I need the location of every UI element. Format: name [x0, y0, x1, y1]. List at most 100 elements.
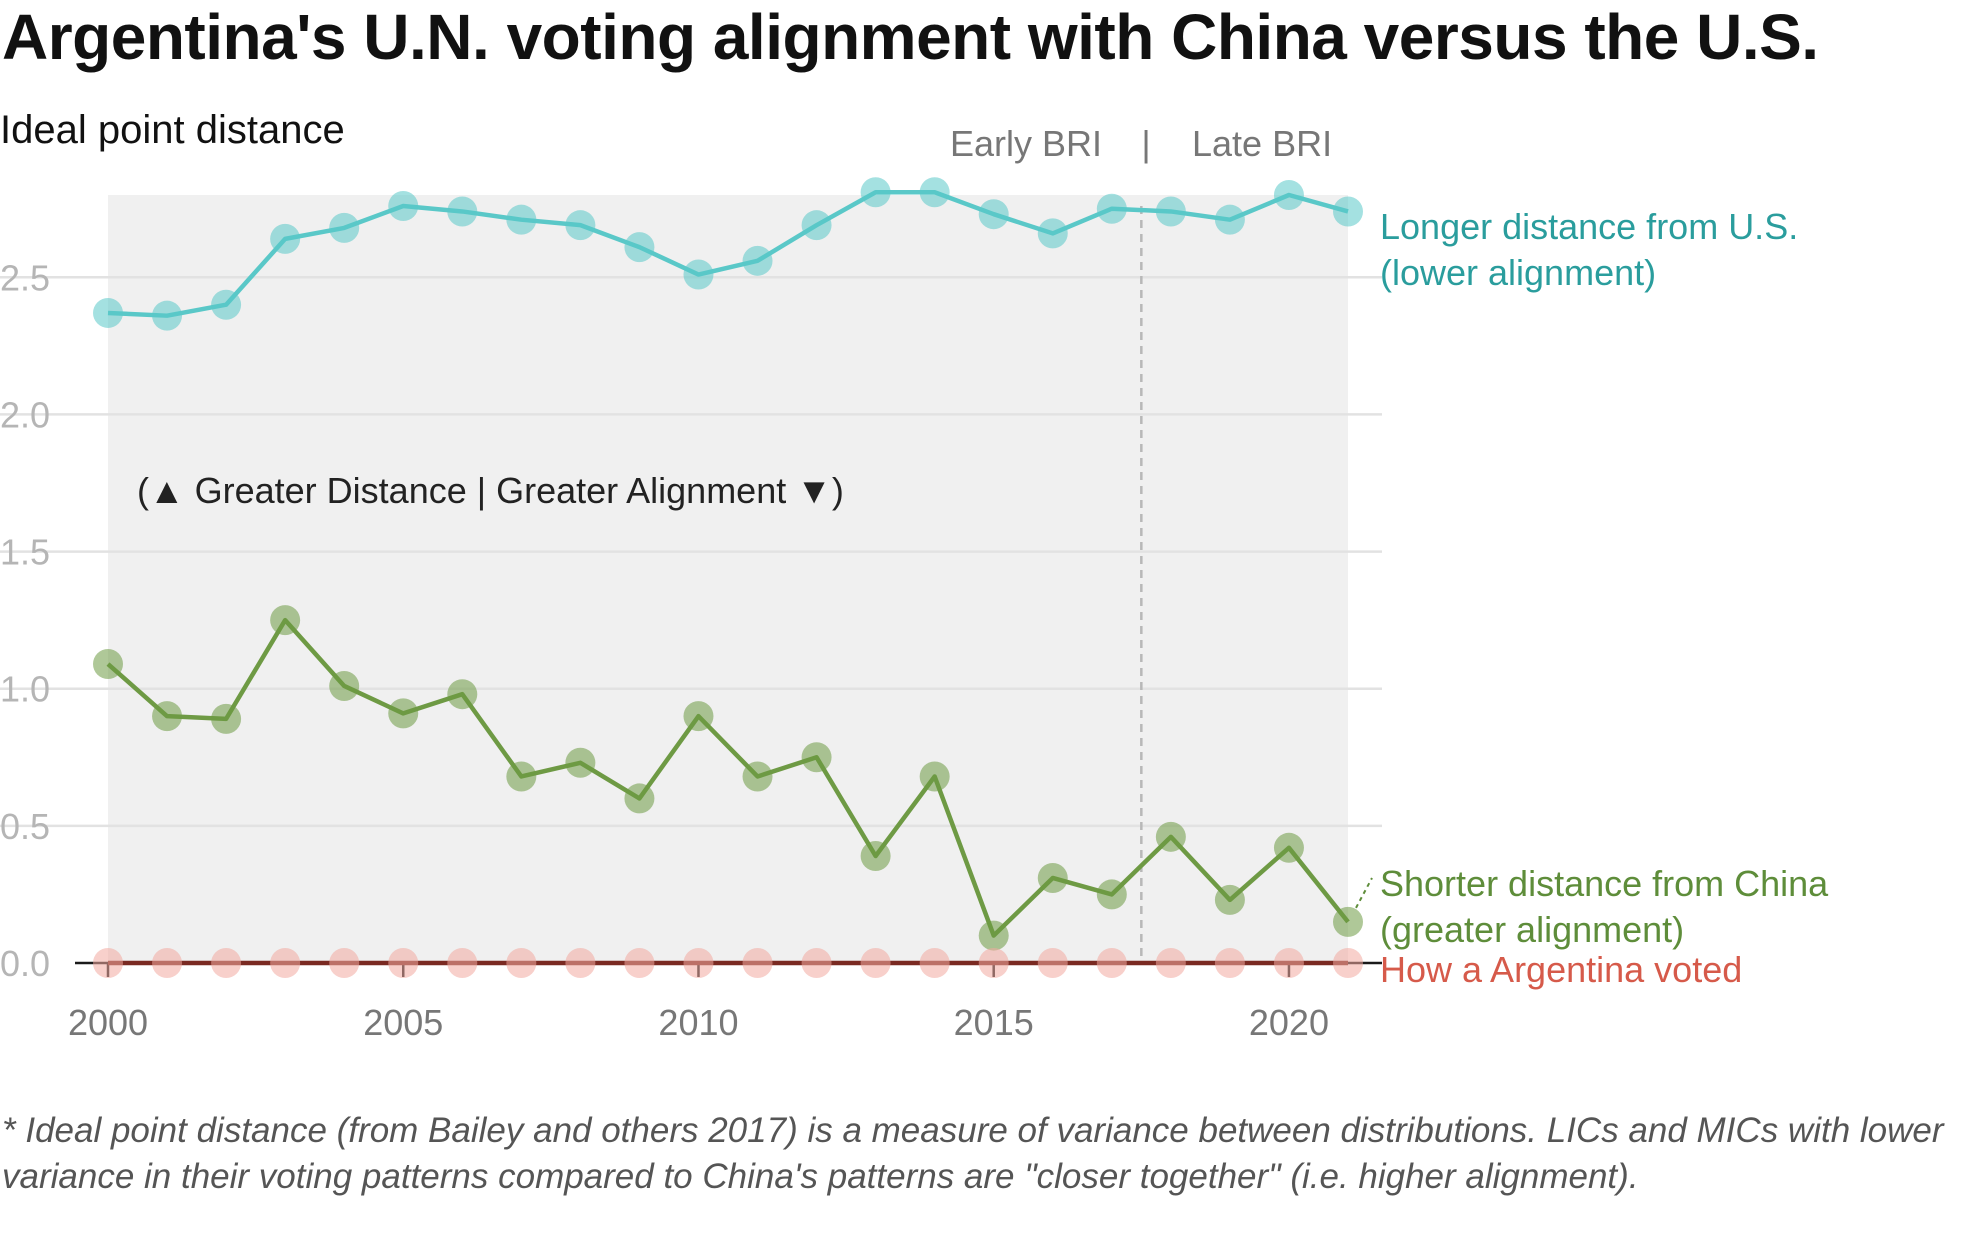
data-point-self [978, 948, 1009, 978]
data-point-self [1037, 948, 1068, 978]
data-point-self [1333, 948, 1363, 978]
data-point-self [152, 948, 183, 978]
data-point-self [1214, 948, 1245, 978]
series-line-china [106, 617, 1350, 938]
data-point-us [1037, 218, 1068, 249]
data-point-china [801, 742, 832, 773]
data-point-self [270, 948, 301, 978]
y-tick-label: 1.0 [0, 669, 50, 710]
data-point-us [329, 212, 360, 243]
series-label-china: Shorter distance from China [1380, 863, 1829, 904]
data-point-self [93, 948, 123, 978]
data-point-us [742, 245, 773, 276]
series-line-us [107, 190, 1349, 318]
series-label-us: Longer distance from U.S. [1380, 206, 1798, 247]
period-label-early: Early BRI [950, 123, 1102, 164]
data-point-us [565, 210, 596, 241]
line-chart: 0.00.51.01.52.02.5 2000 2005 2010 2015 2020 … [0, 108, 1829, 1043]
data-point-us [1333, 196, 1363, 227]
data-point-china [270, 605, 301, 636]
data-point-self [388, 948, 419, 978]
data-point-us [624, 232, 655, 263]
data-point-self [447, 948, 478, 978]
data-point-self [624, 948, 655, 978]
data-point-china [860, 841, 891, 872]
x-tick-label: 2015 [954, 1002, 1034, 1043]
x-tick-label: 2000 [68, 1002, 148, 1043]
data-point-us [270, 223, 301, 254]
data-point-china [624, 783, 655, 814]
data-point-china [447, 679, 478, 710]
data-point-us [388, 190, 419, 221]
data-point-us [978, 199, 1009, 230]
data-point-us [152, 300, 183, 331]
data-point-china [1273, 832, 1304, 863]
y-axis-label: Ideal point distance [0, 108, 345, 152]
data-point-self [329, 948, 360, 978]
series-label-china: (greater alignment) [1380, 909, 1684, 950]
data-point-self [801, 948, 832, 978]
period-label-late: Late BRI [1192, 123, 1332, 164]
data-point-china [742, 761, 773, 792]
data-point-china [1037, 862, 1068, 893]
china-label-connector [1355, 877, 1373, 909]
data-point-self [211, 948, 242, 978]
x-tick-label: 2020 [1249, 1002, 1329, 1043]
data-point-self [919, 948, 950, 978]
data-point-china [152, 701, 183, 732]
data-point-us [1214, 204, 1245, 235]
data-point-self [565, 948, 596, 978]
data-point-china [506, 761, 537, 792]
data-point-us [860, 177, 891, 208]
period-label-separator: | [1141, 123, 1150, 164]
series-layer [93, 177, 1363, 978]
data-point-china [1333, 906, 1363, 937]
data-point-us [801, 210, 832, 241]
series-self [93, 948, 1363, 978]
footnote: * Ideal point distance (from Bailey and … [2, 1111, 1944, 1196]
y-axis-ticks: 0.0 0.5 1.0 1.5 2.0 2.5 [0, 257, 50, 984]
data-point-china [683, 701, 714, 732]
series-label-self: How a Argentina voted [1380, 949, 1742, 990]
series-us [93, 177, 1363, 331]
data-point-china [329, 670, 360, 701]
data-point-china [211, 703, 242, 734]
data-point-china [1214, 884, 1245, 915]
data-point-us [211, 289, 242, 320]
data-point-self [683, 948, 714, 978]
data-point-china [1155, 821, 1186, 852]
x-axis: 2000 2005 2010 2015 2020 [68, 961, 1382, 1043]
data-point-self [742, 948, 773, 978]
gridlines [0, 276, 1382, 828]
x-tick-label: 2005 [363, 1002, 443, 1043]
y-tick-label: 0.0 [0, 943, 50, 984]
data-point-us [93, 297, 123, 328]
series-labels: Longer distance from U.S. (lower alignmen… [1355, 206, 1829, 990]
x-tick-label: 2010 [658, 1002, 738, 1043]
data-point-china [565, 747, 596, 778]
y-tick-label: 2.0 [0, 394, 50, 435]
data-point-us [506, 204, 537, 235]
data-point-china [93, 649, 123, 680]
data-point-self [506, 948, 537, 978]
data-point-self [860, 948, 891, 978]
chart-title: Argentina's U.N. voting alignment with C… [2, 1, 1819, 73]
data-point-us [1273, 180, 1304, 210]
data-point-self [1096, 948, 1127, 978]
series-label-us: (lower alignment) [1380, 252, 1656, 293]
data-point-self [1155, 948, 1186, 978]
data-point-china [978, 920, 1009, 951]
data-point-us [447, 196, 478, 227]
data-point-us [1155, 196, 1186, 227]
data-point-us [683, 259, 714, 290]
series-china [93, 605, 1363, 951]
data-point-china [919, 761, 950, 792]
data-point-china [1096, 879, 1127, 910]
y-tick-label: 2.5 [0, 257, 50, 298]
y-tick-label: 0.5 [0, 806, 50, 847]
data-point-self [1273, 948, 1304, 978]
direction-annotation: (▲ Greater Distance | Greater Alignment … [137, 470, 844, 511]
data-point-us [1096, 193, 1127, 224]
data-point-china [388, 698, 419, 729]
data-point-us [919, 177, 950, 208]
